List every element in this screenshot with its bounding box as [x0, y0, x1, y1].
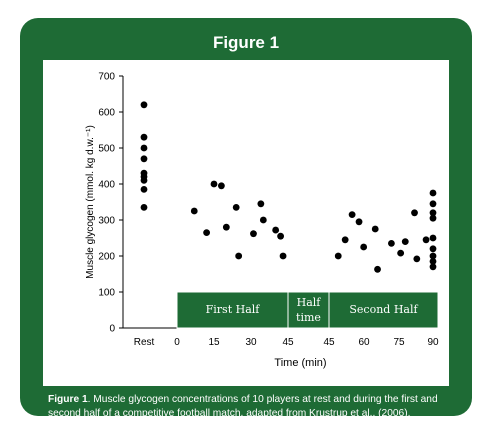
caption-label: Figure 1 — [48, 394, 88, 405]
x-tick-label: 90 — [427, 337, 439, 348]
data-point — [279, 252, 287, 260]
caption-text: . Muscle glycogen concentrations of 10 p… — [48, 394, 438, 419]
period-label: Second Half — [349, 303, 418, 316]
x-tick-label: Rest — [134, 337, 155, 348]
period-band: First Half Half time Second Half — [176, 291, 439, 329]
figure-title: Figure 1 — [212, 33, 280, 52]
data-point — [218, 182, 225, 190]
period-label: First Half — [206, 303, 261, 316]
x-tick-label: 0 — [174, 337, 180, 348]
data-point — [334, 252, 342, 260]
data-point — [140, 204, 148, 211]
data-point — [429, 209, 437, 217]
y-tick-label: 500 — [98, 144, 115, 155]
data-point — [429, 245, 437, 253]
figure-caption: Figure 1. Muscle glycogen concentrations… — [48, 393, 468, 421]
data-point — [140, 155, 148, 163]
data-point — [232, 204, 240, 211]
period-label: Half — [297, 296, 322, 309]
x-tick-label: 15 — [208, 337, 220, 348]
data-point — [250, 230, 257, 238]
data-point — [401, 238, 409, 246]
data-point — [429, 263, 437, 271]
data-point — [140, 144, 148, 152]
data-point — [341, 236, 349, 244]
y-tick-label: 100 — [98, 288, 115, 299]
data-point — [429, 234, 437, 242]
figure-frame: Figure 1 First Half Half time Second Half 0… — [20, 18, 472, 419]
y-tick-label: 400 — [98, 180, 115, 191]
plot-panel: First Half Half time Second Half 0 100 200 300… — [43, 60, 449, 386]
data-point — [140, 177, 148, 184]
y-tick-label: 200 — [98, 252, 115, 263]
period-box — [287, 291, 330, 329]
data-point — [140, 186, 148, 193]
data-point — [190, 207, 198, 215]
data-point — [429, 258, 437, 265]
data-point — [429, 214, 437, 222]
data-point — [203, 229, 211, 237]
y-tick-label: 600 — [98, 108, 115, 119]
data-point — [422, 236, 430, 244]
data-point — [140, 101, 148, 109]
data-point — [429, 189, 437, 197]
data-point — [429, 200, 437, 208]
data-point — [210, 180, 218, 188]
data-point — [259, 216, 267, 224]
data-point — [277, 232, 284, 240]
x-tick-label: 45 — [282, 337, 294, 348]
x-tick-label: 60 — [358, 337, 370, 348]
axes — [119, 75, 438, 329]
data-point — [397, 249, 405, 257]
data-point — [388, 240, 395, 247]
data-point — [355, 218, 363, 226]
y-tick-label: 300 — [98, 216, 115, 227]
x-tick-label: 75 — [393, 337, 405, 348]
data-point — [411, 209, 418, 217]
x-tick-label: 30 — [245, 337, 257, 348]
data-point — [413, 255, 421, 263]
period-box — [328, 291, 439, 329]
data-point — [429, 252, 437, 260]
data-point — [140, 133, 148, 141]
data-point — [235, 252, 243, 260]
y-tick-label: 700 — [98, 72, 115, 83]
x-axis-title: Time (min) — [274, 357, 326, 369]
data-point — [360, 243, 368, 251]
period-label: time — [296, 311, 321, 324]
data-point — [374, 265, 381, 273]
data-point — [371, 225, 379, 233]
y-tick-label: 0 — [109, 324, 115, 335]
x-tick-label: 45 — [323, 337, 335, 348]
data-point — [222, 223, 230, 231]
y-axis-title: Muscle glycogen (mmol. kg d.w.⁻¹) — [85, 125, 96, 279]
data-point — [272, 226, 280, 234]
data-points — [140, 101, 437, 273]
data-point — [257, 200, 265, 208]
data-point — [348, 211, 356, 219]
